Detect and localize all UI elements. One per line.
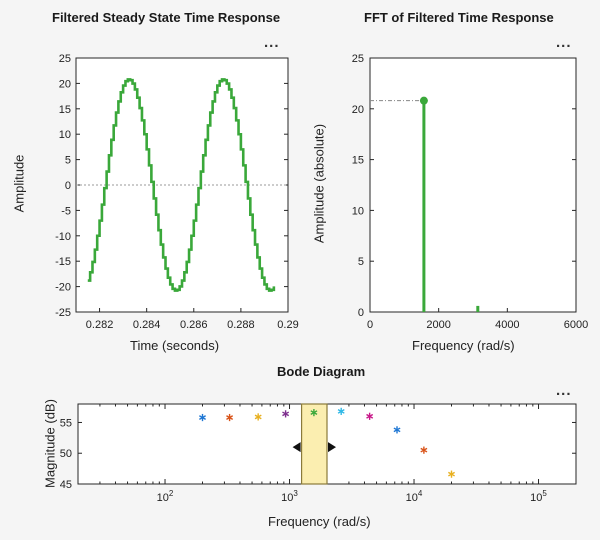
fft-plot-ytick-label: 10 <box>352 205 364 217</box>
bode-plot-xlabel: Frequency (rad/s) <box>268 514 371 529</box>
bode-plot-xtick-label: 104 <box>406 489 423 504</box>
fft-plot-xtick-label: 6000 <box>564 319 588 331</box>
bode-plot-point <box>393 426 401 434</box>
time-plot-ytick-label: 25 <box>59 53 71 65</box>
time-plot-ytick-label: -20 <box>55 282 71 294</box>
time-plot-xtick-label: 0.286 <box>180 319 208 331</box>
bode-point-stroke <box>310 410 318 416</box>
bode-plot-ytick-label: 55 <box>60 417 72 429</box>
fft-plot-ytick-label: 15 <box>352 155 364 167</box>
fft-plot-stem-marker <box>419 96 428 105</box>
band-right-handle-icon[interactable] <box>328 442 336 453</box>
bode-point-stroke <box>366 413 374 419</box>
time-plot-ytick-label: 15 <box>59 104 71 116</box>
fft-plot-menu-button[interactable]: ... <box>556 34 572 51</box>
bode-plot-title: Bode Diagram <box>277 364 366 379</box>
bode-plot-point <box>448 470 455 478</box>
bode-plot-point <box>226 413 234 422</box>
bode-point-stroke <box>393 427 401 433</box>
band-left-handle-icon[interactable] <box>292 442 301 453</box>
time-plot-signal-line <box>87 78 276 292</box>
bode-plot-point <box>366 412 374 420</box>
bode-plot-point <box>310 409 318 417</box>
bode-plot-xtick-label: 105 <box>530 489 547 504</box>
bode-point-stroke <box>448 471 455 477</box>
time-plot-ytick-label: 5 <box>65 155 71 167</box>
fft-plot-ytick-label: 20 <box>352 104 364 116</box>
bode-plot-point <box>199 413 206 422</box>
bode-point-stroke <box>282 411 290 417</box>
bode-plot-point <box>282 410 290 418</box>
fft-plot-ytick-label: 0 <box>358 307 364 319</box>
bode-point-stroke <box>337 408 345 414</box>
fft-plot-xtick-label: 2000 <box>426 319 450 331</box>
bode-plot-menu-button[interactable]: ... <box>556 382 572 399</box>
time-plot-ytick-label: -10 <box>55 231 71 243</box>
fft-plot-xtick-label: 4000 <box>495 319 519 331</box>
bode-plot-point <box>254 413 262 421</box>
time-plot-title: Filtered Steady State Time Response <box>52 10 281 25</box>
bode-plot-xtick-label: 103 <box>281 489 298 504</box>
time-plot-ytick-label: 10 <box>59 129 71 141</box>
fft-plot-axes <box>369 57 577 313</box>
bode-point-stroke <box>420 447 428 453</box>
time-plot-xtick-label: 0.282 <box>86 319 114 331</box>
bode-plot-point <box>420 446 428 454</box>
bode-plot-point <box>337 407 345 415</box>
fft-plot-xlabel: Frequency (rad/s) <box>412 338 515 353</box>
time-plot-ytick-label: 0 <box>65 180 71 192</box>
fft-plot-ytick-label: 5 <box>358 256 364 268</box>
bode-point-stroke <box>226 415 234 420</box>
time-plot-xlabel: Time (seconds) <box>130 338 220 353</box>
bode-point-stroke <box>199 415 206 420</box>
fft-plot-xtick-label: 0 <box>367 319 373 331</box>
time-plot-xtick-label: 0.29 <box>277 319 298 331</box>
time-plot-menu-button[interactable]: ... <box>264 34 280 51</box>
bode-selection-band[interactable] <box>300 403 328 485</box>
bode-point-stroke <box>254 414 262 420</box>
bode-plot-ytick-label: 50 <box>60 448 72 460</box>
fft-plot-title: FFT of Filtered Time Response <box>364 10 554 25</box>
time-plot-ytick-label: -25 <box>55 307 71 319</box>
fft-plot-ytick-label: 25 <box>352 53 364 65</box>
bode-plot-xtick-label: 102 <box>157 489 174 504</box>
time-plot-ytick-label: -15 <box>55 256 71 268</box>
bode-plot-ytick-label: 45 <box>60 479 72 491</box>
time-plot-xtick-label: 0.284 <box>133 319 161 331</box>
time-plot-ytick-label: 20 <box>59 78 71 90</box>
time-plot-ytick-label: -5 <box>61 205 71 217</box>
time-plot-xtick-label: 0.288 <box>227 319 255 331</box>
